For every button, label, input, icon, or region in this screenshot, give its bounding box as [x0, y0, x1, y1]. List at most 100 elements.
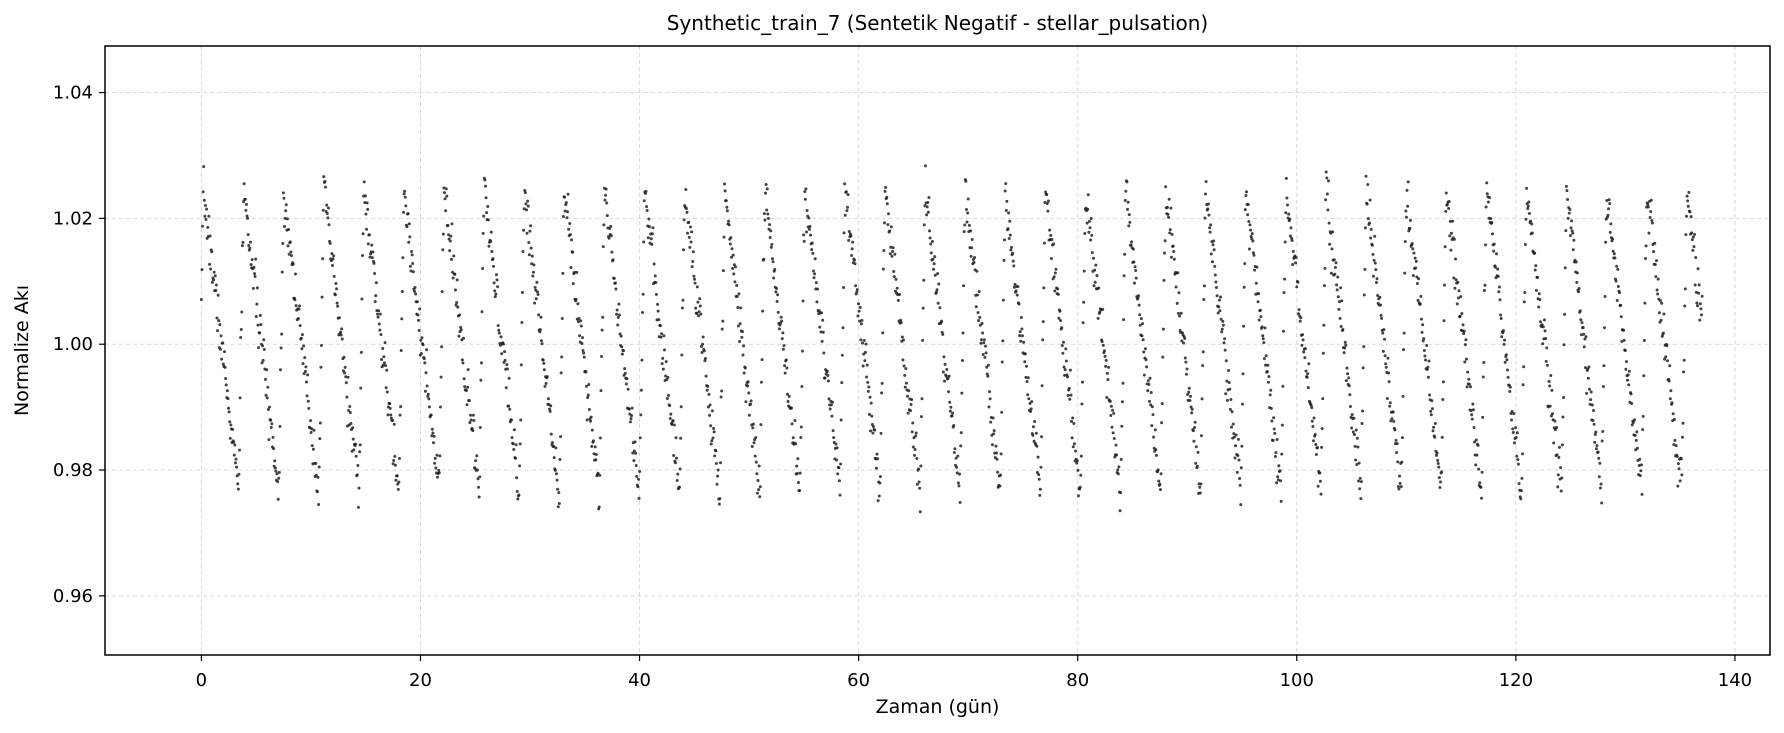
- data-point: [1644, 256, 1647, 260]
- data-point: [1646, 205, 1650, 209]
- data-point: [883, 189, 887, 193]
- data-point: [427, 405, 431, 409]
- data-point: [845, 209, 849, 213]
- data-point: [382, 361, 386, 365]
- data-point: [927, 196, 931, 200]
- data-point: [1357, 479, 1361, 483]
- data-point: [1344, 379, 1348, 383]
- data-point: [210, 280, 214, 284]
- data-point: [568, 233, 572, 237]
- data-point: [812, 276, 816, 280]
- data-point: [1298, 319, 1302, 323]
- data-point: [254, 314, 258, 318]
- data-point: [704, 374, 708, 378]
- data-point: [556, 505, 560, 509]
- data-point: [499, 335, 503, 339]
- data-point: [1401, 394, 1405, 398]
- data-point: [216, 329, 220, 333]
- data-point: [1547, 380, 1551, 384]
- data-point: [846, 193, 850, 197]
- data-point: [569, 265, 573, 269]
- data-point: [953, 447, 957, 451]
- data-point: [1094, 263, 1098, 267]
- data-point: [708, 413, 712, 417]
- data-point: [1125, 180, 1129, 184]
- data-point: [641, 292, 645, 296]
- data-point: [1190, 407, 1194, 411]
- data-point: [397, 480, 401, 484]
- data-point: [823, 376, 827, 380]
- data-point: [656, 302, 660, 306]
- data-point: [1419, 294, 1423, 298]
- data-point: [258, 313, 262, 317]
- data-point: [1604, 240, 1608, 244]
- data-point: [709, 424, 713, 428]
- data-point: [911, 445, 915, 449]
- data-point: [1574, 260, 1578, 264]
- data-point: [393, 463, 397, 467]
- data-point: [1266, 380, 1270, 384]
- data-point: [832, 436, 836, 440]
- data-point: [900, 335, 904, 339]
- data-point: [706, 405, 710, 409]
- data-point: [1202, 284, 1206, 288]
- data-point: [1228, 407, 1232, 411]
- data-point: [407, 222, 411, 226]
- data-point: [1092, 284, 1096, 288]
- data-point: [1199, 482, 1203, 486]
- data-point: [1214, 280, 1218, 284]
- data-point: [1673, 438, 1677, 442]
- data-point: [1653, 263, 1657, 267]
- data-point: [1600, 501, 1604, 505]
- data-point: [434, 466, 438, 470]
- data-point: [814, 281, 818, 285]
- data-point: [1356, 445, 1360, 449]
- data-point: [1180, 339, 1184, 343]
- data-point: [504, 386, 508, 390]
- data-point: [546, 397, 550, 401]
- data-point: [1005, 199, 1009, 203]
- data-point: [1015, 293, 1019, 297]
- data-point: [1131, 247, 1135, 251]
- data-point: [261, 344, 265, 348]
- data-point: [1064, 347, 1068, 351]
- data-point: [1595, 444, 1599, 448]
- data-point: [926, 200, 930, 204]
- data-point: [1368, 221, 1371, 225]
- data-point: [349, 421, 353, 425]
- data-point: [426, 392, 430, 396]
- data-point: [401, 210, 405, 214]
- data-point: [1444, 191, 1448, 195]
- data-point: [865, 363, 869, 367]
- data-point: [1698, 318, 1702, 322]
- data-point: [736, 306, 740, 310]
- data-point: [269, 426, 273, 430]
- data-point: [738, 339, 742, 343]
- data-point: [662, 334, 666, 338]
- data-point: [742, 371, 746, 375]
- data-point: [828, 407, 832, 411]
- data-point: [1253, 268, 1257, 272]
- data-point: [400, 317, 404, 321]
- data-point: [222, 350, 226, 354]
- data-point: [274, 469, 278, 473]
- data-point: [735, 294, 739, 298]
- data-point: [418, 307, 422, 311]
- data-point: [963, 223, 967, 227]
- data-point: [1218, 309, 1222, 313]
- data-point: [703, 359, 707, 363]
- data-point: [603, 198, 607, 202]
- data-point: [1603, 326, 1606, 330]
- data-point: [1123, 252, 1127, 256]
- data-point: [1659, 318, 1663, 322]
- data-point: [617, 313, 621, 317]
- data-point: [1693, 283, 1697, 287]
- data-point: [1250, 237, 1254, 241]
- data-point: [631, 451, 635, 455]
- data-point: [548, 407, 552, 411]
- data-point: [300, 347, 304, 351]
- data-point: [232, 453, 236, 457]
- data-point: [260, 361, 264, 365]
- data-point: [637, 496, 641, 500]
- data-point: [613, 281, 617, 285]
